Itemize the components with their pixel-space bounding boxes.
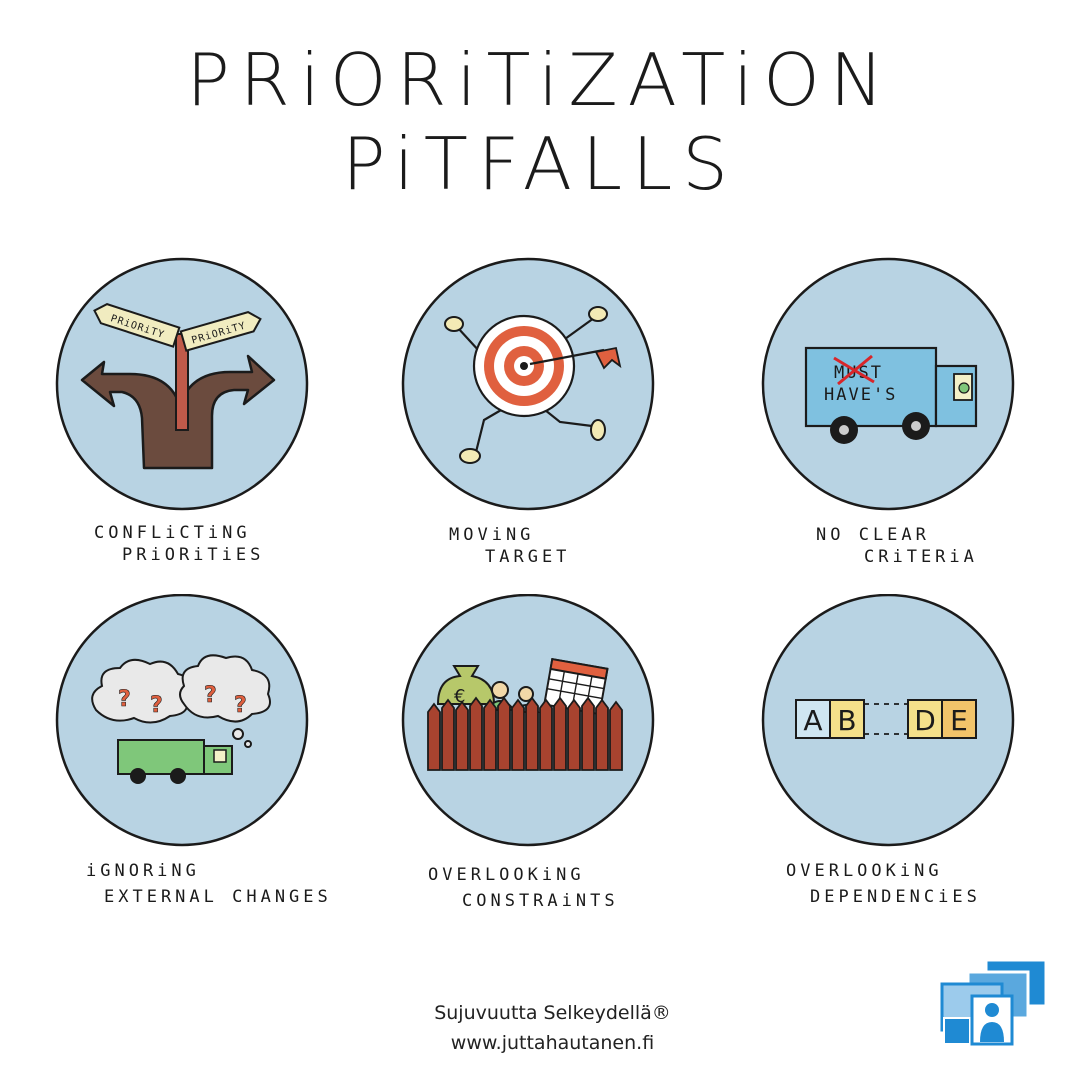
ignoring-external-changes-label: iGNORiNG EXTERNAL CHANGES — [86, 861, 332, 907]
cloud-marks-text: ? ? ? ? — [52, 594, 56, 595]
overlooking-constraints-label: OVERLOOKiNG CONSTRAiNTS — [428, 865, 619, 911]
svg-text:?: ? — [204, 683, 217, 708]
overlooking-dependencies-label: OVERLOOKiNG DEPENDENCiES — [786, 861, 981, 907]
no-clear-criteria-label: NO CLEAR CRiTERiA — [816, 525, 978, 567]
svg-text:?: ? — [150, 693, 163, 718]
moving-target-label: MOViNG TARGET — [449, 525, 571, 567]
conflicting-priorities-illustration: PRiORiTY PRiORiTY — [52, 256, 312, 516]
conflicting-priorities-label: CONFLiCTiNG PRiORiTiES — [94, 523, 265, 565]
ignoring-external-changes-illustration: ?? ?? ? ? ? ? — [52, 594, 312, 854]
svg-text:D: D — [914, 704, 936, 737]
dart-icon — [529, 348, 605, 366]
green-truck-icon — [117, 739, 233, 784]
svg-text:?: ? — [234, 693, 247, 718]
brand-logo-icon — [940, 958, 1048, 1046]
signpost-right-sign: PRiORiTY — [179, 311, 262, 352]
svg-text:B: B — [837, 704, 856, 737]
footer: Sujuvuutta Selkeydellä® www.juttahautane… — [0, 998, 1080, 1058]
letter-blocks-icon: A B D E — [795, 699, 977, 739]
svg-text:A: A — [803, 704, 822, 737]
no-clear-criteria-illustration: MUST HAVE'S — [758, 256, 1018, 516]
svg-text:HAVE'S: HAVE'S — [824, 385, 897, 405]
page-title: PRiORiTiZATiON PiTFALLS — [186, 38, 894, 206]
footer-brand: Sujuvuutta Selkeydellä® — [434, 1002, 671, 1024]
footer-url[interactable]: www.juttahautanen.fi — [450, 1032, 655, 1054]
moving-target-illustration — [398, 256, 658, 516]
must-haves-truck-icon: MUST HAVE'S — [804, 346, 978, 444]
overlooking-dependencies-illustration: A B D E — [758, 594, 1018, 854]
svg-text:E: E — [950, 704, 968, 737]
overlooking-constraints-illustration: € — [398, 594, 658, 854]
svg-text:€: € — [454, 686, 465, 707]
fence-icon — [427, 696, 623, 771]
question-clouds-icon — [91, 654, 271, 748]
svg-text:?: ? — [118, 687, 131, 712]
